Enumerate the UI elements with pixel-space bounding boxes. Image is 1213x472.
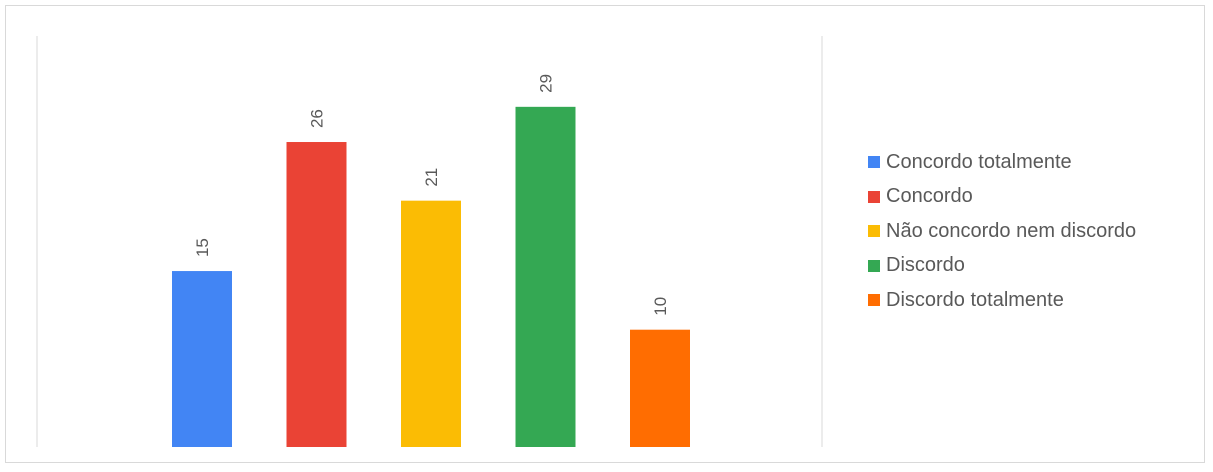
bar-discordo-totalmente	[630, 329, 690, 447]
bar-concordo-totalmente	[172, 271, 232, 447]
data-labels-group: 15 26 21 29 10	[193, 74, 670, 316]
legend-label: Discordo totalmente	[886, 288, 1064, 311]
data-label-discordo-totalmente: 10	[651, 297, 670, 316]
plot-area: 15 26 21 29 10	[36, 36, 823, 447]
legend-label: Discordo	[886, 254, 965, 276]
legend-swatch	[868, 190, 880, 203]
legend-swatch	[868, 156, 880, 168]
legend-label: Concordo totalmente	[886, 150, 1072, 173]
bar-concordo	[286, 142, 347, 447]
legend-label: Não concordo nem discordo	[886, 219, 1137, 242]
bar-discordo	[515, 106, 576, 447]
legend-item-nao-concordo-nem-discordo: Não concordo nem discordo	[868, 217, 1136, 245]
legend-item-concordo: Concordo	[868, 183, 1136, 211]
bars-group	[172, 106, 690, 447]
data-label-concordo-totalmente: 15	[193, 238, 212, 257]
legend-item-discordo: Discordo	[868, 252, 1136, 280]
legend-item-discordo-totalmente: Discordo totalmente	[868, 286, 1136, 314]
legend-label: Concordo	[886, 185, 973, 207]
legend-swatch	[868, 294, 880, 306]
data-label-nao-concordo-nem-discordo: 21	[422, 168, 441, 187]
legend: Concordo totalmente Concordo Não concord…	[868, 148, 1136, 321]
legend-swatch	[868, 259, 880, 272]
legend-item-concordo-totalmente: Concordo totalmente	[868, 148, 1136, 176]
bar-nao-concordo-nem-discordo	[401, 200, 461, 447]
chart-frame: 15 26 21 29 10 Concordo totalmente Concordo …	[5, 5, 1205, 463]
data-label-concordo: 26	[308, 109, 327, 128]
legend-swatch	[868, 225, 880, 237]
data-label-discordo: 29	[537, 74, 556, 93]
